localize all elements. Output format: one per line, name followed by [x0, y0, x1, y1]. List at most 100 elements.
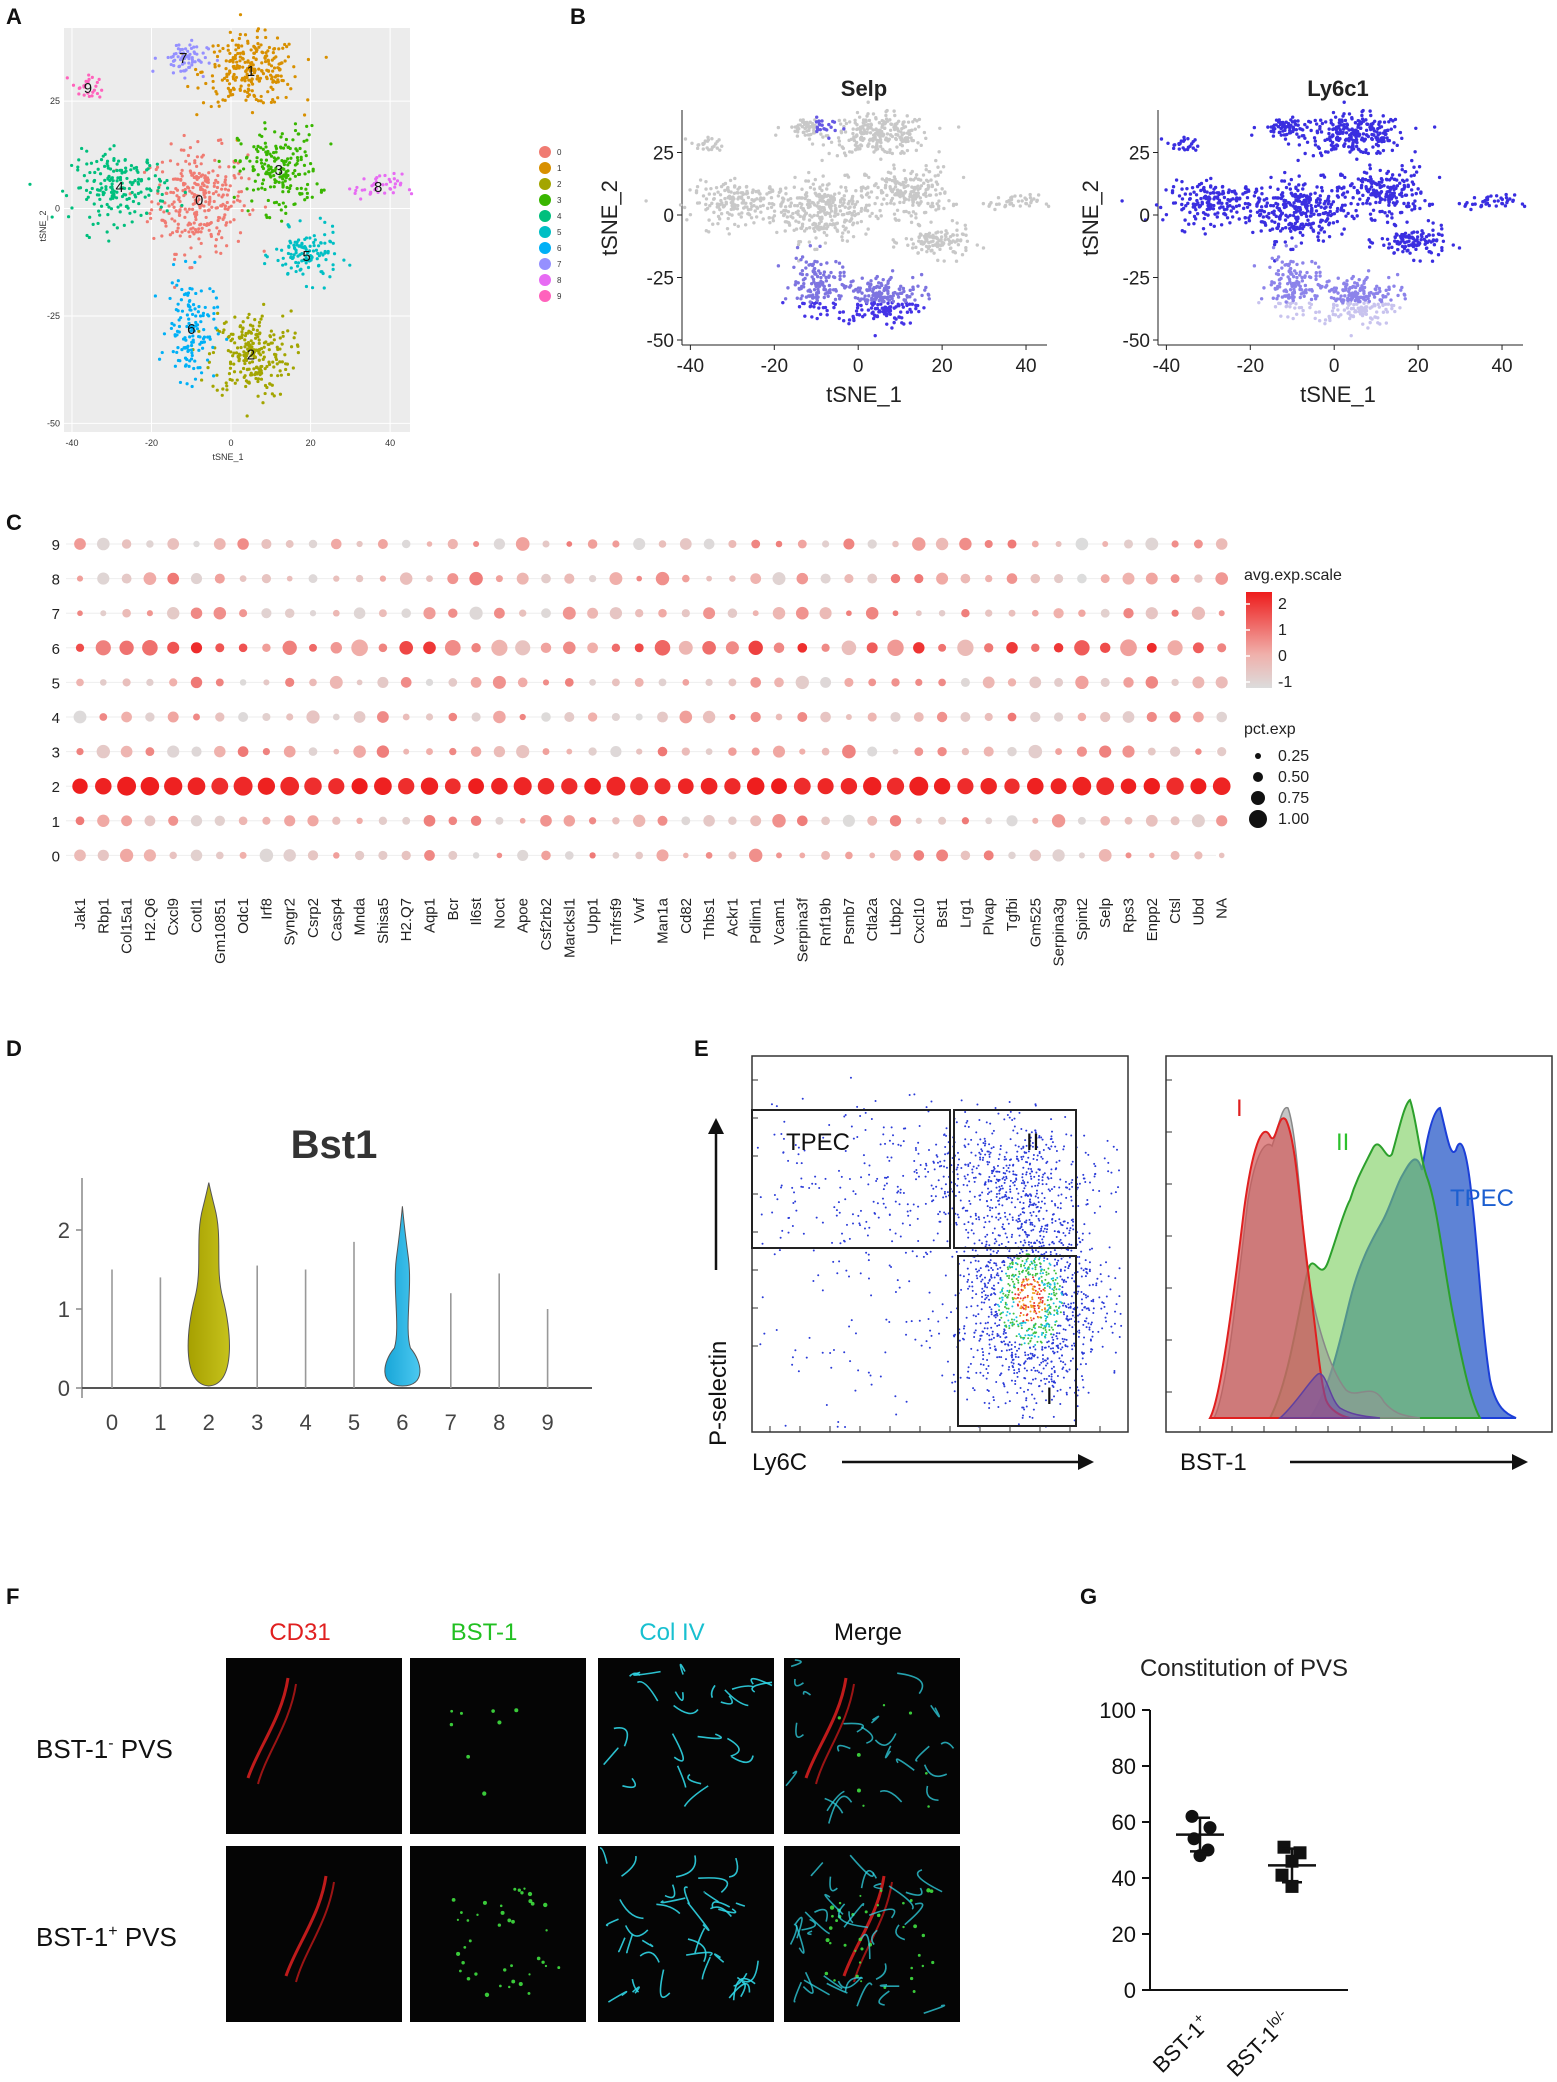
- panel-b-point: [1260, 191, 1264, 196]
- panel-a-point: [187, 65, 192, 69]
- panel-b-point: [1215, 215, 1219, 219]
- panel-b-point: [696, 143, 700, 147]
- panel-b-point: [1335, 297, 1339, 301]
- panel-b-point: [1317, 318, 1322, 323]
- panel-b-point: [1417, 241, 1422, 246]
- panel-a-point: [189, 46, 194, 51]
- panel-a-point: [407, 188, 412, 192]
- panel-a-point: [188, 359, 192, 363]
- panel-label-e: E: [694, 1036, 709, 1061]
- panel-a-point: [182, 148, 186, 152]
- panel-b-point: [1201, 226, 1206, 231]
- panel-a-point: [288, 177, 292, 181]
- panel-b-point: [1393, 125, 1397, 129]
- panel-b-point: [1345, 190, 1350, 194]
- panel-b-point: [799, 257, 803, 262]
- panel-a-point: [284, 211, 288, 215]
- panel-a-point: [299, 157, 303, 162]
- panel-b-point: [804, 260, 808, 264]
- panel-a-point: [208, 335, 212, 339]
- panel-b-point: [1393, 239, 1397, 243]
- panel-a-point: [256, 379, 260, 384]
- panel-a-point: [243, 361, 247, 366]
- panel-a-point: [85, 149, 89, 153]
- panel-a-point: [130, 182, 134, 187]
- panel-a-point: [135, 168, 139, 172]
- panel-a-point: [168, 233, 172, 237]
- panel-a-point: [307, 133, 311, 137]
- panel-b-point: [856, 303, 860, 307]
- panel-b-point: [1221, 189, 1225, 194]
- panel-b-point: [907, 131, 911, 136]
- panel-a-point: [244, 384, 248, 389]
- panel-b-point: [1432, 125, 1437, 129]
- panel-b-point: [1209, 222, 1213, 227]
- panel-b-point: [1027, 204, 1032, 208]
- panel-b-point: [880, 202, 884, 206]
- panel-b-point: [819, 312, 823, 316]
- panel-b-point: [922, 181, 926, 185]
- panel-a-point: [128, 211, 132, 215]
- panel-b-point: [739, 195, 744, 199]
- panel-b-point: [856, 144, 860, 148]
- panel-a-point: [188, 335, 192, 339]
- panel-c-dot: [95, 777, 112, 795]
- panel-b-point: [816, 224, 820, 229]
- panel-b-point: [1340, 232, 1344, 236]
- panel-a-point: [286, 169, 290, 173]
- panel-a-point: [100, 88, 104, 92]
- panel-a-point: [239, 345, 243, 350]
- panel-c-dot: [211, 777, 229, 795]
- panel-b-point: [1257, 300, 1261, 305]
- panel-b-point: [988, 202, 992, 207]
- panel-b-point: [716, 190, 720, 194]
- panel-b-point: [934, 158, 938, 163]
- panel-a-point: [250, 351, 254, 355]
- panel-b-point: [1187, 197, 1192, 201]
- panel-a-point: [278, 336, 282, 340]
- panel-c-dot: [190, 849, 203, 862]
- panel-b-point: [914, 306, 918, 311]
- panel-b-point: [792, 185, 797, 189]
- panel-b-point: [961, 175, 966, 180]
- panel-b-point: [1361, 193, 1365, 198]
- panel-a-point: [164, 224, 168, 228]
- panel-b-point: [1313, 204, 1318, 209]
- panel-a-point: [123, 170, 127, 174]
- panel-b-point: [837, 143, 842, 147]
- panel-b-point: [829, 209, 834, 213]
- panel-b-point: [909, 237, 914, 241]
- panel-a-point: [194, 320, 198, 325]
- panel-a-point: [261, 72, 266, 76]
- panel-a-point: [156, 189, 160, 193]
- panel-a-point: [237, 190, 241, 194]
- panel-a-point: [331, 263, 335, 267]
- panel-b-point: [873, 201, 877, 206]
- panel-b-point: [782, 212, 787, 216]
- panel-b-point: [1360, 284, 1364, 288]
- panel-b-point: [815, 274, 820, 279]
- panel-c-dot: [329, 675, 343, 689]
- panel-b-point: [1381, 310, 1386, 314]
- panel-b-point: [1299, 292, 1304, 296]
- panel-b-point: [1368, 109, 1372, 113]
- panel-a-point: [348, 263, 352, 267]
- panel-b-point: [891, 245, 896, 249]
- panel-a-legend-label: 5: [557, 228, 562, 237]
- panel-b-point: [1333, 115, 1338, 119]
- panel-b-point: [902, 131, 906, 135]
- panel-a-point: [244, 358, 249, 363]
- panel-b-point: [1364, 312, 1369, 316]
- panel-b-point: [892, 202, 896, 206]
- panel-b-point: [1357, 309, 1361, 314]
- panel-a-point: [129, 164, 134, 168]
- panel-a-point: [216, 232, 221, 236]
- panel-a-point: [212, 184, 216, 188]
- panel-a-point: [232, 87, 236, 91]
- panel-b-point: [776, 264, 781, 268]
- panel-a-plot-bg: [64, 28, 410, 432]
- panel-b-point: [1431, 221, 1435, 225]
- panel-a-point: [198, 255, 202, 259]
- panel-b-point: [1332, 144, 1336, 148]
- panel-b-point: [911, 210, 916, 214]
